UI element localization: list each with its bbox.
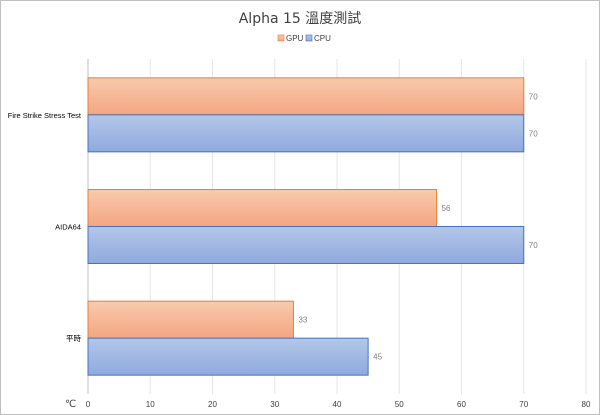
- category-label: 平時: [66, 334, 81, 343]
- x-tick-label: 30: [270, 400, 279, 409]
- bars: 70 70 56 70 33 45: [87, 77, 538, 376]
- legend-swatch-cpu: [305, 34, 313, 42]
- bar-cpu: [87, 337, 369, 376]
- data-label: 33: [298, 316, 307, 325]
- legend-label-cpu: CPU: [314, 34, 331, 43]
- data-label: 70: [529, 129, 538, 138]
- data-label: 70: [529, 241, 538, 250]
- category-labels: Fire Strike Stress Test AIDA64 平時: [8, 111, 82, 343]
- bar-gpu: [87, 77, 525, 116]
- x-axis-unit: ℃: [65, 399, 76, 410]
- data-label: 70: [529, 92, 538, 101]
- x-tick-label: 80: [582, 400, 591, 409]
- category-label: Fire Strike Stress Test: [8, 111, 82, 120]
- x-tick-label: 50: [395, 400, 404, 409]
- bar-gpu: [87, 189, 438, 227]
- bar-cpu: [87, 226, 525, 264]
- x-tick-label: 10: [146, 400, 155, 409]
- x-tick-label: 0: [86, 400, 91, 409]
- x-tick-label: 40: [333, 400, 342, 409]
- chart-title: Alpha 15 溫度測試: [239, 11, 362, 27]
- x-tick-label: 70: [519, 400, 528, 409]
- bar-cpu: [87, 114, 525, 153]
- category-label: AIDA64: [55, 223, 81, 232]
- legend: GPU CPU: [277, 34, 331, 43]
- data-label: 45: [373, 353, 382, 362]
- bar-gpu: [87, 300, 294, 339]
- x-tick-label: 60: [457, 400, 466, 409]
- legend-label-gpu: GPU: [286, 34, 304, 43]
- data-label: 56: [442, 204, 451, 213]
- legend-swatch-gpu: [277, 34, 285, 42]
- x-axis-ticks: 0 10 20 30 40 50 60 70 80: [86, 400, 591, 409]
- x-tick-label: 20: [208, 400, 217, 409]
